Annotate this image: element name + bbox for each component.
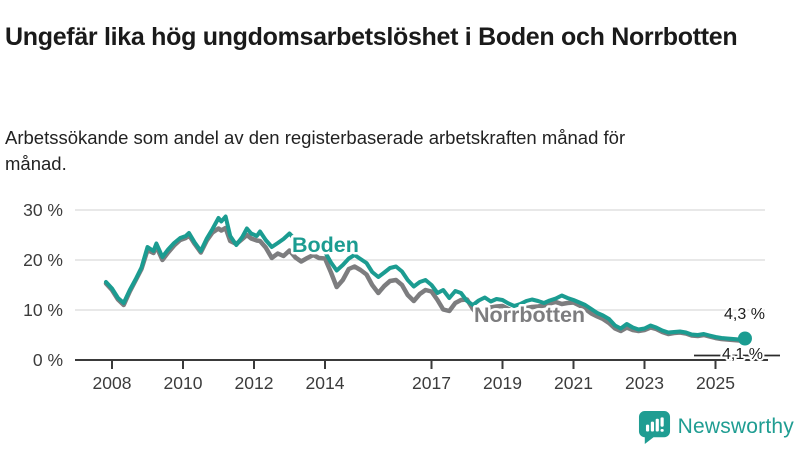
series-lines [103,214,780,357]
x-tick-label: 2008 [93,373,132,393]
line-chart: 30 % 20 % 10 % 0 % 2008 2010 2012 2014 2017 2019 2… [23,200,780,393]
newsworthy-wordmark: Newsworthy [677,415,794,438]
end-value-label-norrbotten: 4,1 % [722,346,763,363]
end-value-label-boden: 4,3 % [724,306,765,323]
gridlines [75,209,765,311]
x-axis [75,359,768,369]
y-tick-label: 30 % [23,200,63,220]
bar-chart-speech-bubble-icon [638,410,670,444]
series-label-norrbotten: Norrbotten [474,303,585,327]
y-tick-label: 20 % [23,250,63,270]
x-tick-label: 2012 [235,373,274,393]
annotations: Boden 4,3 % Norrbotten 4,1 % [290,231,767,366]
x-tick-label: 2014 [306,373,345,393]
x-tick-label: 2021 [554,373,593,393]
boden-end-dot [737,331,752,346]
y-tick-label: 0 % [33,350,63,370]
x-tick-label: 2017 [412,373,451,393]
boden-line [104,214,747,342]
x-tick-label: 2025 [696,373,735,393]
page-title: Ungefär lika hög ungdomsarbetslöshet i B… [5,22,738,51]
chart-subtitle: Arbetssökande som andel av den registerb… [5,126,626,175]
y-tick-label: 10 % [23,300,63,320]
series-label-boden: Boden [292,233,359,257]
x-tick-label: 2019 [483,373,522,393]
x-tick-label: 2010 [164,373,203,393]
axis-tick-labels: 30 % 20 % 10 % 0 % 2008 2010 2012 2014 2017 2019 2… [23,200,735,393]
x-tick-label: 2023 [625,373,664,393]
newsworthy-logo: Newsworthy [638,410,794,444]
